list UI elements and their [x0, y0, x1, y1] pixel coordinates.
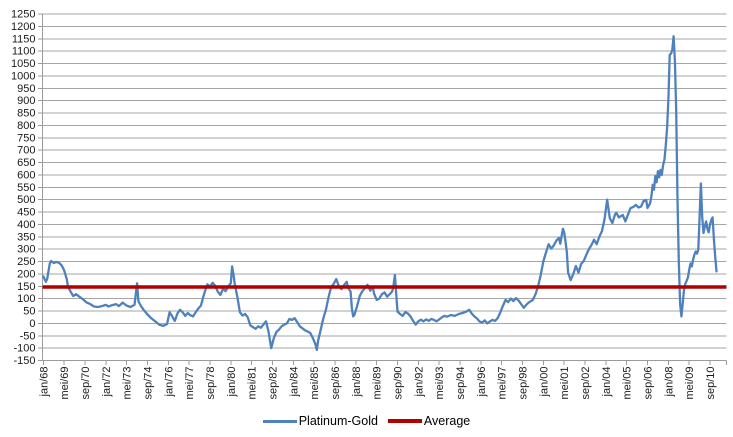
- y-tick-label: 450: [17, 207, 35, 219]
- x-tick-label: mei/93: [434, 367, 446, 400]
- y-tick-label: -100: [13, 343, 35, 355]
- y-tick-label: 800: [17, 120, 35, 132]
- x-tick-label: mei/05: [622, 367, 634, 400]
- y-tick-label: 1050: [11, 58, 35, 70]
- x-tick-label: sep/10: [705, 367, 717, 400]
- y-tick-label: -150: [13, 355, 35, 367]
- y-tick-label: 250: [17, 256, 35, 268]
- x-tick-label: sep/94: [455, 367, 467, 400]
- y-tick-label: 1100: [12, 46, 36, 58]
- y-tick-label: 1000: [11, 70, 35, 82]
- x-tick-label: sep/02: [580, 367, 592, 400]
- x-tick-label: sep/82: [267, 367, 279, 400]
- x-tick-label: jan/08: [663, 367, 675, 398]
- x-tick-label: jan/88: [351, 367, 363, 398]
- y-tick-label: 350: [17, 231, 35, 243]
- x-tick-label: mei/97: [497, 367, 509, 400]
- platinum-gold-line-swatch: [262, 419, 297, 423]
- legend-item-average: Average: [387, 414, 471, 428]
- y-tick-label: 200: [17, 268, 35, 280]
- platinum-gold-series-line: [42, 35, 718, 352]
- y-tick-label: 1200: [11, 21, 35, 33]
- y-tick-label: 600: [17, 169, 35, 181]
- y-tick-label: -50: [20, 330, 36, 342]
- x-tick-label: jan/68: [38, 367, 50, 398]
- x-tick-label: jan/72: [101, 367, 113, 398]
- y-tick-label: 1250: [11, 9, 35, 21]
- x-tick-label: mei/77: [184, 367, 196, 400]
- x-tick-label: sep/98: [518, 367, 530, 400]
- x-tick-label: jan/80: [226, 367, 238, 398]
- x-tick-label: jan/00: [538, 367, 550, 398]
- y-tick-label: 550: [17, 182, 35, 194]
- y-tick-label: 150: [17, 281, 35, 293]
- x-tick-label: mei/01: [559, 367, 571, 400]
- x-tick-label: mei/85: [309, 367, 321, 400]
- x-tick-label: mei/81: [247, 367, 259, 400]
- x-tick-label: sep/70: [80, 367, 92, 400]
- line-chart-canvas: 1250120011501100105010009509008508007507…: [11, 9, 727, 400]
- y-tick-label: 500: [17, 194, 35, 206]
- y-tick-label: 700: [17, 145, 35, 157]
- y-tick-label: 850: [17, 108, 35, 120]
- y-tick-label: 50: [23, 306, 35, 318]
- y-tick-label: 300: [17, 244, 35, 256]
- x-tick-label: jan/04: [601, 367, 613, 398]
- x-tick-label: jan/84: [288, 367, 300, 398]
- y-axis-labels: 1250120011501100105010009509008508007507…: [11, 9, 35, 368]
- y-tick-label: 650: [17, 157, 35, 169]
- x-tick-label: sep/06: [643, 367, 655, 400]
- legend-label-platinum-gold: Platinum-Gold: [298, 414, 378, 428]
- x-tick-label: mei/69: [59, 367, 71, 400]
- y-tick-label: 750: [17, 132, 35, 144]
- x-axis-labels: jan/68 mei/69 sep/70 jan/72 mei/73 sep/74 jan/…: [38, 367, 717, 400]
- y-tick-label: 900: [17, 95, 35, 107]
- x-tick-label: sep/86: [330, 367, 342, 400]
- x-tick-label: sep/74: [142, 367, 154, 400]
- chart-legend: Platinum-Gold Average: [0, 408, 733, 434]
- y-tick-label: 400: [17, 219, 35, 231]
- x-tick-label: jan/92: [413, 367, 425, 398]
- x-tick-label: mei/89: [372, 367, 384, 400]
- x-tick-label: jan/96: [476, 367, 488, 398]
- x-tick-label: mei/09: [684, 367, 696, 400]
- y-gridlines: [42, 13, 727, 361]
- y-tick-label: 1150: [12, 33, 36, 45]
- y-tick-label: 100: [17, 293, 35, 305]
- y-tick-label: 950: [17, 83, 35, 95]
- legend-item-platinum-gold: Platinum-Gold: [262, 414, 378, 428]
- legend-label-average: Average: [423, 414, 471, 428]
- average-line-swatch: [387, 419, 422, 423]
- axes: [38, 13, 727, 365]
- x-tick-label: sep/78: [205, 367, 217, 400]
- y-tick-label: 0: [29, 318, 35, 330]
- x-tick-label: mei/73: [122, 367, 134, 400]
- x-tick-label: sep/90: [392, 367, 404, 400]
- x-tick-label: jan/76: [163, 367, 175, 398]
